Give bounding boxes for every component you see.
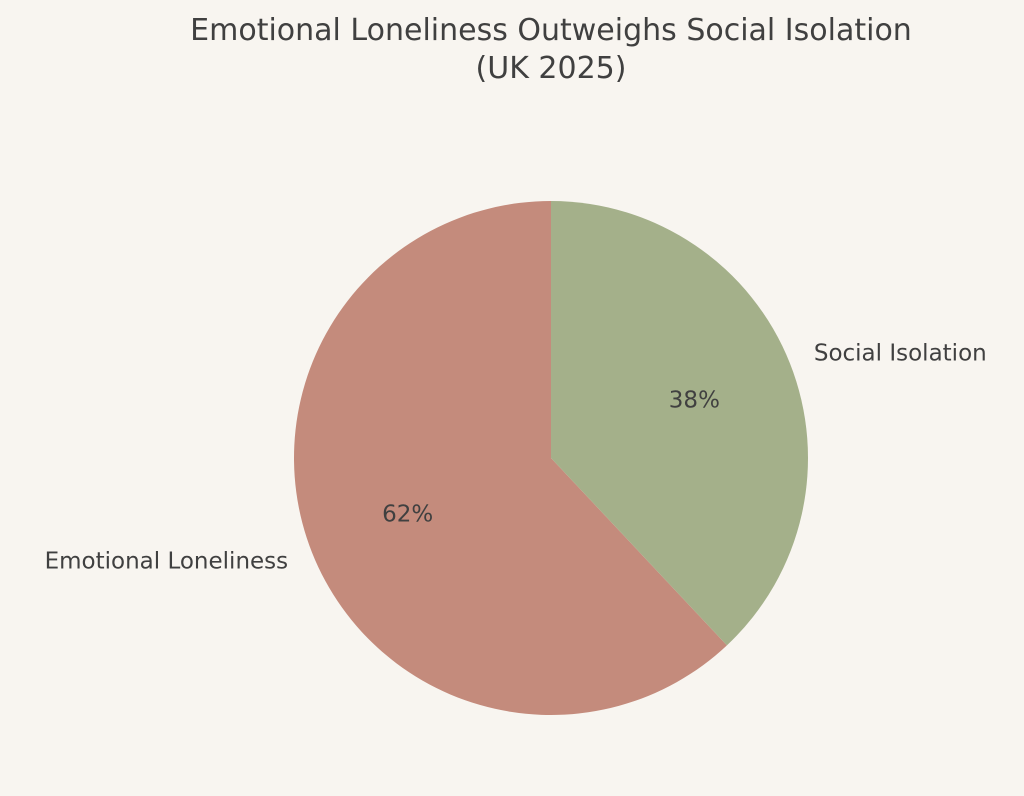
chart-title: Emotional Loneliness Outweighs Social Is… xyxy=(190,13,912,86)
pie-slice xyxy=(293,201,727,715)
slice-label: Social Isolation xyxy=(814,340,987,366)
value-label: 38% xyxy=(669,388,720,414)
slice-label: Emotional Loneliness xyxy=(45,549,289,575)
pie-slice xyxy=(551,201,808,646)
value-label: 62% xyxy=(382,501,433,527)
